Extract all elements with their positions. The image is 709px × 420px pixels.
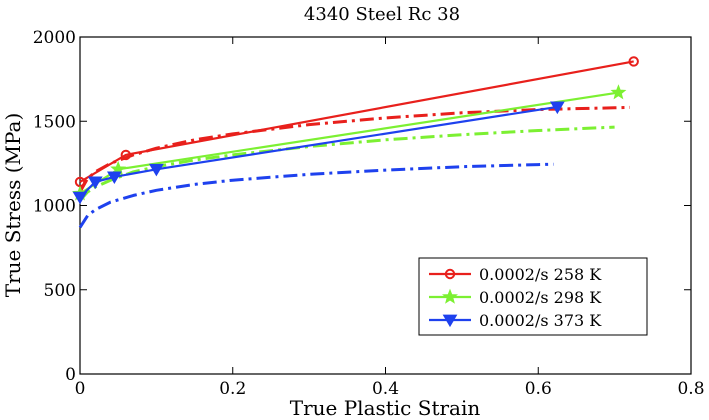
series-line-0-0002-s-258-k	[79, 60, 634, 183]
x-tick-label: 0.8	[677, 379, 704, 399]
data-point-0-0002-s-258-k	[628, 56, 639, 67]
x-tick-label: 0.2	[219, 379, 246, 399]
x-axis-title: True Plastic Strain	[290, 396, 481, 420]
series-layer	[72, 56, 639, 229]
data-point-0-0002-s-373-k	[149, 163, 164, 177]
legend-marker	[444, 268, 456, 280]
data-point-0-0002-s-373-k	[72, 191, 88, 205]
data-point-0-0002-s-258-k	[120, 149, 132, 161]
legend-marker	[442, 288, 458, 304]
legend: 0.0002/s 258 K 0.0002/s 298 K 0.0002/s 373…	[418, 257, 648, 336]
x-tick-label: 0	[75, 379, 86, 399]
data-point-0-0002-s-373-k	[106, 171, 122, 185]
legend-label: 0.0002/s 298 K	[479, 288, 602, 307]
y-axis-title: True Stress (MPa)	[1, 113, 25, 298]
y-tick-label: 0	[65, 365, 76, 385]
axis-ticks: 0 0.2 0.4 0.6 0.8 0 500 1000 1500 2000	[33, 28, 705, 399]
legend-entries: 0.0002/s 258 K 0.0002/s 298 K 0.0002/s 373…	[429, 265, 602, 330]
legend-label: 0.0002/s 258 K	[479, 265, 602, 284]
legend-marker	[442, 314, 458, 328]
legend-label: 0.0002/s 373 K	[479, 311, 602, 330]
x-tick-label: 0.4	[372, 379, 399, 399]
data-point-0-0002-s-298-k	[610, 84, 627, 100]
y-tick-label: 1000	[33, 197, 76, 217]
data-point-0-0002-s-373-k	[87, 176, 103, 190]
data-point-0-0002-s-373-k	[549, 101, 565, 115]
chart-title: 4340 Steel Rc 38	[304, 4, 460, 25]
y-tick-label: 500	[44, 281, 76, 301]
y-tick-label: 2000	[33, 28, 76, 48]
y-tick-label: 1500	[33, 112, 76, 132]
x-tick-label: 0.6	[525, 379, 552, 399]
